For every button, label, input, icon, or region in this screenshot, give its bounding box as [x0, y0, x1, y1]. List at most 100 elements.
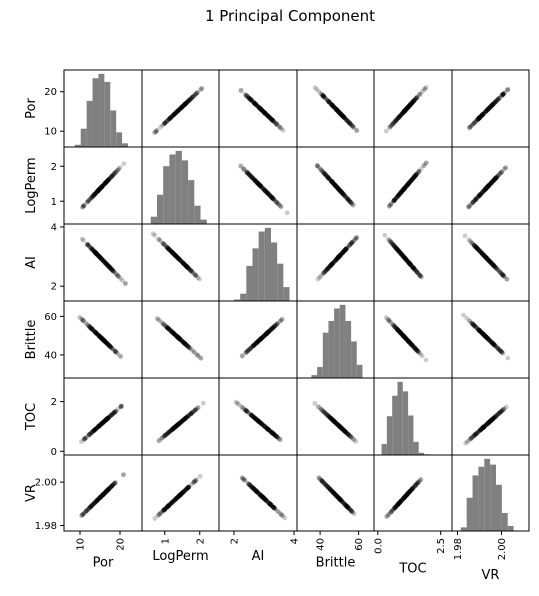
scatter-point: [321, 170, 327, 176]
scatter-point: [91, 501, 97, 507]
scatter-point: [104, 416, 110, 422]
scatter-point: [403, 335, 409, 341]
scatter-point: [469, 123, 475, 128]
panel-por-vs-ai: [218, 69, 298, 148]
scatter-point: [342, 248, 347, 253]
scatter-point: [105, 341, 111, 347]
scatter-point: [251, 486, 257, 492]
scatter-point: [404, 336, 410, 342]
scatter-point: [166, 502, 172, 508]
scatter-point: [250, 343, 256, 349]
scatter-point: [477, 248, 482, 254]
scatter-point: [164, 325, 170, 330]
scatter-point: [411, 266, 417, 271]
scatter-point: [118, 404, 124, 410]
scatter-point: [271, 118, 276, 124]
scatter-point: [184, 264, 190, 270]
scatter-point: [242, 478, 248, 484]
scatter-point: [483, 255, 489, 261]
scatter-point: [488, 103, 494, 109]
scatter-point: [473, 244, 478, 250]
scatter-point: [486, 336, 491, 342]
scatter-point: [257, 106, 263, 112]
scatter-point: [278, 318, 284, 324]
scatter-point: [191, 479, 197, 485]
scatter-point: [476, 248, 482, 254]
scatter-point: [255, 339, 261, 344]
scatter-point: [335, 494, 341, 500]
scatter-point: [278, 125, 284, 131]
scatter-point: [408, 262, 414, 268]
scatter-point: [255, 180, 261, 186]
scatter-point: [350, 123, 355, 129]
scatter-point: [267, 501, 273, 507]
scatter-point: [169, 249, 174, 255]
scatter-point: [104, 261, 110, 267]
scatter-point: [181, 261, 187, 267]
scatter-point: [402, 185, 408, 191]
scatter-point: [89, 429, 95, 435]
histogram-bar: [92, 78, 99, 147]
scatter-point: [97, 254, 102, 260]
scatter-point: [334, 493, 340, 499]
scatter-point: [326, 99, 332, 105]
scatter-point: [396, 114, 402, 120]
scatter-point: [260, 186, 266, 192]
scatter-point: [328, 488, 334, 493]
panel-vr-vs-toc: [373, 454, 453, 532]
scatter-point: [94, 330, 99, 336]
scatter-point: [257, 336, 263, 342]
scatter-point: [269, 117, 275, 122]
scatter-point: [391, 506, 397, 512]
scatter-point: [158, 238, 163, 244]
scatter-point: [253, 416, 259, 422]
scatter-point: [259, 421, 265, 427]
scatter-point: [337, 111, 343, 116]
scatter-point: [159, 320, 165, 325]
scatter-point: [338, 112, 344, 117]
scatter-point: [252, 178, 258, 184]
scatter-point: [185, 485, 191, 490]
scatter-point: [180, 417, 186, 423]
scatter-point: [410, 176, 416, 181]
scatter-point: [474, 195, 480, 201]
scatter-point: [106, 177, 111, 183]
scatter-point: [407, 340, 413, 346]
scatter-point: [184, 100, 189, 106]
scatter-point: [83, 509, 89, 514]
scatter-point: [487, 258, 492, 264]
scatter-point: [337, 253, 343, 258]
scatter-point: [183, 342, 189, 347]
scatter-point: [401, 254, 407, 260]
scatter-point: [262, 424, 268, 430]
scatter-point: [182, 101, 188, 107]
scatter-point: [101, 491, 107, 497]
scatter-point: [410, 176, 416, 181]
scatter-point: [475, 194, 481, 200]
scatter-point: [162, 121, 167, 126]
scatter-point: [400, 110, 405, 116]
scatter-point: [415, 480, 421, 485]
scatter-point: [406, 103, 412, 109]
scatter-point: [112, 348, 118, 354]
scatter-point: [85, 242, 91, 248]
scatter-point: [265, 500, 271, 505]
scatter-point: [104, 340, 109, 346]
scatter-point: [94, 189, 100, 195]
scatter-point: [499, 349, 505, 355]
scatter-point: [170, 499, 176, 505]
scatter-point: [177, 257, 182, 262]
scatter-point: [474, 245, 480, 251]
scatter-point: [87, 432, 92, 437]
scatter-point: [405, 105, 411, 110]
scatter-point: [177, 106, 183, 112]
scatter-point: [405, 338, 411, 344]
scatter-point: [408, 101, 414, 107]
scatter-point: [259, 493, 265, 499]
scatter-point: [473, 119, 478, 125]
scatter-point: [329, 262, 334, 267]
scatter-point: [487, 418, 493, 424]
scatter-point: [345, 196, 351, 202]
scatter-point: [268, 429, 274, 435]
scatter-point: [317, 274, 323, 280]
